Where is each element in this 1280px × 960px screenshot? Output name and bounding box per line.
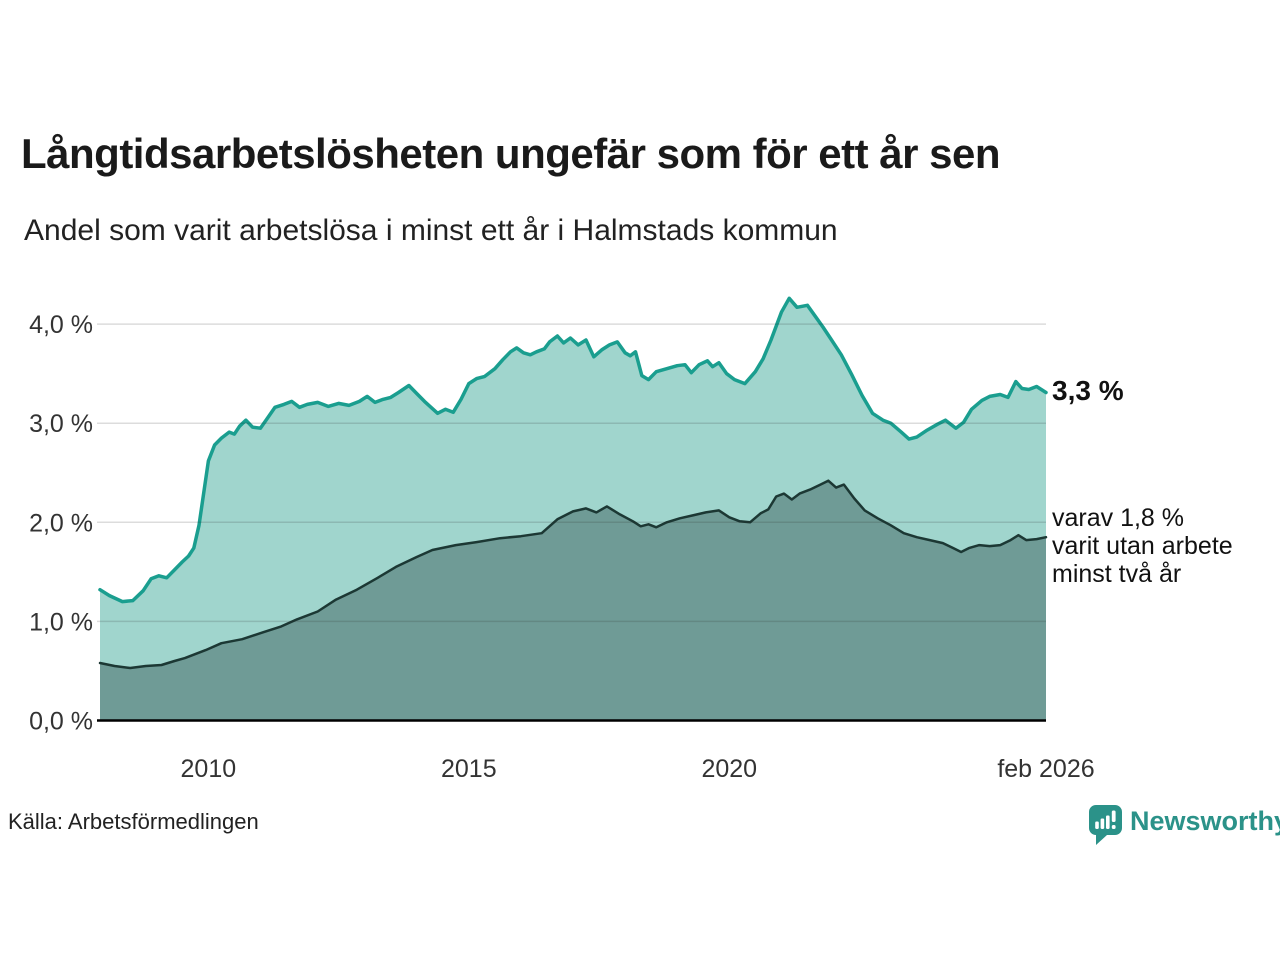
y-tick-label: 2,0 %: [29, 509, 93, 537]
y-tick-label: 3,0 %: [29, 410, 93, 438]
newsworthy-bubble-barchart-icon: [1088, 804, 1123, 851]
series-area-2: [100, 480, 1046, 721]
page-subtitle: Andel som varit arbetslösa i minst ett å…: [24, 214, 838, 247]
page-title: Långtidsarbetslösheten ungefär som för e…: [21, 130, 1001, 177]
latest-value-annotation: 3,3 %: [1052, 375, 1124, 406]
brand-logo: Newsworthy: [1088, 804, 1280, 851]
series-line-1: [98, 296, 1048, 604]
brand-name: Newsworthy: [1130, 806, 1280, 836]
y-tick-label: 4,0 %: [29, 311, 93, 339]
secondary-annotation-line2: varit utan arbete: [1052, 532, 1233, 560]
y-tick-label: 0,0 %: [29, 708, 93, 736]
x-tick-label: 2010: [181, 755, 237, 783]
y-tick-label: 1,0 %: [29, 608, 93, 636]
x-tick-label: 2020: [701, 755, 757, 783]
secondary-annotation-line3: minst två år: [1052, 560, 1182, 588]
x-tick-label: 2015: [441, 755, 497, 783]
source-note: Källa: Arbetsförmedlingen: [8, 809, 259, 834]
series-line-2: [98, 479, 1048, 670]
secondary-annotation: varav 1,8 % varit utan arbete minst två …: [1052, 504, 1233, 588]
x-tick-label: feb 2026: [997, 755, 1094, 783]
secondary-annotation-line1: varav 1,8 %: [1052, 504, 1185, 532]
